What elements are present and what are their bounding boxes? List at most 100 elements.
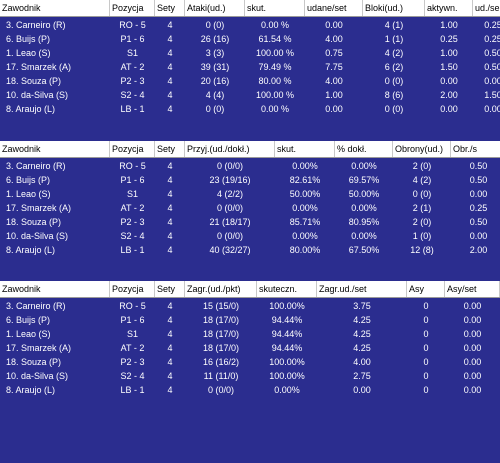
table-row[interactable]: 3. Carneiro (R) RO - 5 4 15 (15/0) 100.00% 3.… <box>0 300 500 312</box>
table-cell: P1 - 6 <box>120 315 145 325</box>
table-cell: 67.50% <box>348 245 380 255</box>
table-cell: 100.00 % <box>255 90 295 100</box>
table-cell: 20 (16) <box>200 76 230 86</box>
table-cell: 0 (0) <box>384 76 404 86</box>
table-cell: 61.54 % <box>258 34 292 44</box>
table-cell: 0.00 <box>469 189 488 199</box>
table-cell: 17. Smarzek (A) <box>6 343 72 353</box>
table-row[interactable]: 3. Carneiro (R) RO - 5 4 0 (0/0) 0.00% 0.00% 2… <box>0 160 500 172</box>
table-cell: 3. Carneiro (R) <box>6 20 66 30</box>
table-cell: 82.61% <box>289 175 321 185</box>
table-cell: 4.25 <box>353 315 371 325</box>
column-header[interactable]: Zawodnik <box>0 141 110 157</box>
table-cell: 85.71% <box>289 217 321 227</box>
table-row[interactable]: 17. Smarzek (A) AT - 2 4 18 (17/0) 94.44% 4.2… <box>0 342 500 354</box>
column-header[interactable]: aktywn. <box>425 0 473 16</box>
column-header[interactable]: udane/set <box>305 0 363 16</box>
table-cell: 0.00% <box>292 203 318 213</box>
table-cell: 0.00 <box>325 104 343 114</box>
table-row[interactable]: 8. Araujo (L) LB - 1 4 0 (0/0) 0.00% 0.00 0 0.0… <box>0 384 500 396</box>
table-cell: 4 <box>167 175 173 185</box>
table-row[interactable]: 1. Leao (S) S1 4 18 (17/0) 94.44% 4.25 0 0.00 <box>0 328 500 340</box>
table-cell: 0 (0) <box>205 104 225 114</box>
table-row[interactable]: 8. Araujo (L) LB - 1 4 40 (32/27) 80.00% 67.5… <box>0 244 500 256</box>
table-cell: 4 <box>167 203 173 213</box>
column-header[interactable]: skut. <box>245 0 305 16</box>
table-cell: 1.00 <box>325 90 343 100</box>
table-cell: LB - 1 <box>120 104 145 114</box>
table-cell: 3.75 <box>353 301 371 311</box>
table-cell: S2 - 4 <box>120 371 145 381</box>
column-header[interactable]: Zagr.(ud./pkt) <box>185 281 257 297</box>
table-cell: 94.44% <box>271 329 303 339</box>
table-cell: 4.00 <box>325 34 343 44</box>
column-header[interactable]: Asy/set <box>445 281 500 297</box>
column-header[interactable]: Sety <box>155 281 185 297</box>
table-cell: 10. da-Silva (S) <box>6 371 69 381</box>
column-header[interactable]: Bloki(ud.) <box>363 0 425 16</box>
table-row[interactable]: 10. da-Silva (S) S2 - 4 4 0 (0/0) 0.00% 0.00%… <box>0 230 500 242</box>
table-cell: 4 <box>167 76 173 86</box>
column-header[interactable]: Asy <box>407 281 445 297</box>
table-cell: 0 <box>423 301 429 311</box>
table-cell: 0.50 <box>484 62 500 72</box>
column-header[interactable]: skut. <box>275 141 335 157</box>
table-cell: S1 <box>126 189 138 199</box>
table-cell: 0.50 <box>469 217 488 227</box>
column-header[interactable]: ud./se <box>473 0 500 16</box>
table-cell: AT - 2 <box>120 203 145 213</box>
table-row[interactable]: 6. Buijs (P) P1 - 6 4 18 (17/0) 94.44% 4.25 0 0… <box>0 314 500 326</box>
column-header[interactable]: Zawodnik <box>0 0 110 16</box>
column-header[interactable]: Sety <box>155 0 185 16</box>
column-header[interactable]: Ataki(ud.) <box>185 0 245 16</box>
table-cell: 4 <box>167 357 173 367</box>
column-header[interactable]: % dokł. <box>335 141 393 157</box>
column-header[interactable]: Obrony(ud.) <box>393 141 451 157</box>
table-row[interactable]: 3. Carneiro (R) RO - 5 4 0 (0) 0.00 % 0.00 4 (… <box>0 19 500 31</box>
table-cell: 0.00 <box>463 329 482 339</box>
table-row[interactable]: 10. da-Silva (S) S2 - 4 4 4 (4) 100.00 % 1.00… <box>0 89 500 101</box>
table-row[interactable]: 8. Araujo (L) LB - 1 4 0 (0) 0.00 % 0.00 0 (0)… <box>0 103 500 115</box>
table-cell: 6. Buijs (P) <box>6 34 51 44</box>
table-cell: 4 <box>167 189 173 199</box>
table-cell: 2.00 <box>469 245 488 255</box>
table-cell: 4 <box>167 217 173 227</box>
table-cell: 4 (1) <box>384 20 404 30</box>
column-header[interactable]: Zagr.ud./set <box>317 281 407 297</box>
table-cell: 8. Araujo (L) <box>6 104 56 114</box>
column-header[interactable]: Obr./s <box>451 141 500 157</box>
table-row[interactable]: 6. Buijs (P) P1 - 6 4 26 (16) 61.54 % 4.00 1 (… <box>0 33 500 45</box>
table-cell: S1 <box>126 329 138 339</box>
table-row[interactable]: 17. Smarzek (A) AT - 2 4 39 (31) 79.49 % 7.75… <box>0 61 500 73</box>
table-row[interactable]: 1. Leao (S) S1 4 3 (3) 100.00 % 0.75 4 (2) 1.00… <box>0 47 500 59</box>
table-cell: 1.50 <box>484 90 500 100</box>
table-cell: 100.00% <box>269 301 305 311</box>
table-cell: 69.57% <box>348 175 380 185</box>
table-cell: 4 <box>167 62 173 72</box>
table-cell: 18 (17/0) <box>202 329 240 339</box>
table-cell: S2 - 4 <box>120 231 145 241</box>
column-header[interactable]: Sety <box>155 141 185 157</box>
column-header[interactable]: Pozycja <box>110 141 155 157</box>
table-row[interactable]: 6. Buijs (P) P1 - 6 4 23 (19/16) 82.61% 69.57… <box>0 174 500 186</box>
table-row[interactable]: 1. Leao (S) S1 4 4 (2/2) 50.00% 50.00% 0 (0) 0.… <box>0 188 500 200</box>
table-cell: 0.00% <box>351 161 377 171</box>
table-cell: 8. Araujo (L) <box>6 385 56 395</box>
column-header[interactable]: skuteczn. <box>257 281 317 297</box>
table-row[interactable]: 18. Souza (P) P2 - 3 4 20 (16) 80.00 % 4.00 0 … <box>0 75 500 87</box>
column-header[interactable]: Pozycja <box>110 281 155 297</box>
table-cell: 4 (2) <box>384 48 404 58</box>
column-header[interactable]: Pozycja <box>110 0 155 16</box>
table-cell: 0.00% <box>351 231 377 241</box>
table-cell: 0 (0) <box>412 189 432 199</box>
table-row[interactable]: 17. Smarzek (A) AT - 2 4 0 (0/0) 0.00% 0.00% 2… <box>0 202 500 214</box>
table-cell: 0.00 <box>463 315 482 325</box>
table-cell: 1 (1) <box>384 34 404 44</box>
table-cell: 15 (15/0) <box>202 301 240 311</box>
column-header[interactable]: Przyj.(ud./dokł.) <box>185 141 275 157</box>
table-cell: 0 <box>423 371 429 381</box>
column-header[interactable]: Zawodnik <box>0 281 110 297</box>
table-row[interactable]: 18. Souza (P) P2 - 3 4 16 (16/2) 100.00% 4.00… <box>0 356 500 368</box>
table-row[interactable]: 10. da-Silva (S) S2 - 4 4 11 (11/0) 100.00% 2… <box>0 370 500 382</box>
table-row[interactable]: 18. Souza (P) P2 - 3 4 21 (18/17) 85.71% 80.9… <box>0 216 500 228</box>
